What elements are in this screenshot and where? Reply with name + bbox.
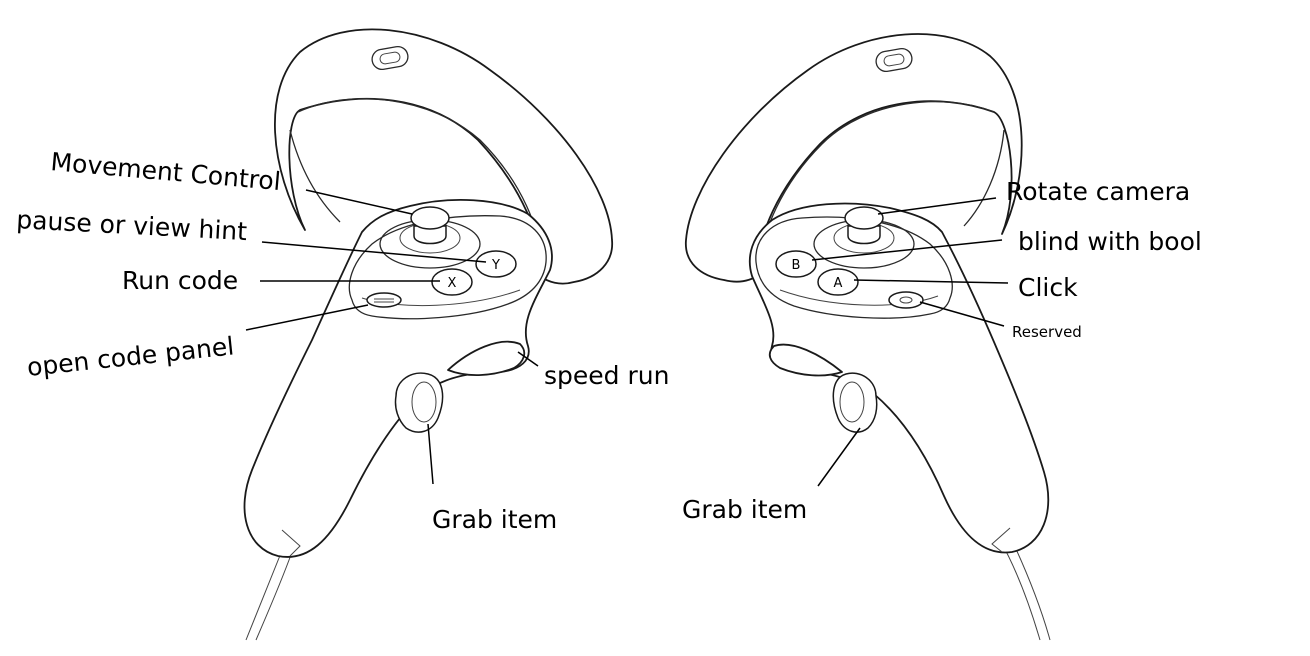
label-speed-run: speed run — [544, 361, 669, 390]
label-movement-control: Movement Control — [49, 147, 281, 196]
leader-speed-run — [517, 351, 539, 367]
label-blind-with-bool: blind with bool — [1018, 227, 1202, 256]
left-x-button-glyph: X — [448, 276, 457, 291]
leader-open-code-panel — [245, 304, 369, 331]
left-face-plate — [348, 215, 547, 320]
right-thumbstick[interactable] — [847, 225, 881, 245]
label-open-code-panel: open code panel — [26, 331, 236, 382]
right-ring-led — [875, 47, 913, 73]
left-ring-led — [371, 45, 409, 71]
leader-lines — [245, 189, 1009, 487]
left-y-button[interactable] — [475, 250, 517, 278]
right-controller: B A — [685, 33, 1051, 641]
right-system-button[interactable] — [888, 291, 924, 309]
right-b-button-glyph: B — [792, 258, 801, 273]
leader-rotate-camera — [877, 197, 997, 215]
leader-grab-right — [817, 427, 861, 487]
leader-click — [853, 279, 1009, 284]
left-cable — [245, 547, 284, 641]
right-trigger[interactable] — [768, 343, 843, 377]
label-click: Click — [1018, 273, 1078, 302]
leader-blind-bool — [811, 239, 1003, 261]
right-cable — [999, 539, 1041, 641]
right-b-button[interactable] — [775, 250, 817, 278]
left-thumbstick[interactable] — [413, 225, 447, 245]
right-a-button[interactable] — [817, 268, 859, 296]
label-pause-or-view-hint: pause or view hint — [16, 205, 248, 246]
label-grab-item-right: Grab item — [682, 495, 807, 524]
label-grab-item-left: Grab item — [432, 505, 557, 534]
left-controller: Y X — [243, 28, 613, 641]
right-a-button-glyph: A — [834, 276, 843, 291]
leader-movement-control — [305, 189, 413, 215]
leader-pause-hint — [261, 241, 487, 263]
leader-reserved — [919, 301, 1005, 327]
label-rotate-camera: Rotate camera — [1006, 177, 1190, 206]
label-run-code: Run code — [122, 266, 238, 295]
left-x-button[interactable] — [431, 268, 473, 296]
leader-grab-left — [427, 423, 434, 485]
left-menu-button[interactable] — [366, 292, 402, 308]
left-grip-button[interactable] — [394, 372, 444, 433]
right-face-plate — [755, 216, 953, 319]
left-trigger[interactable] — [447, 340, 526, 376]
left-y-button-glyph: Y — [491, 258, 500, 273]
label-reserved: Reserved — [1012, 323, 1082, 341]
